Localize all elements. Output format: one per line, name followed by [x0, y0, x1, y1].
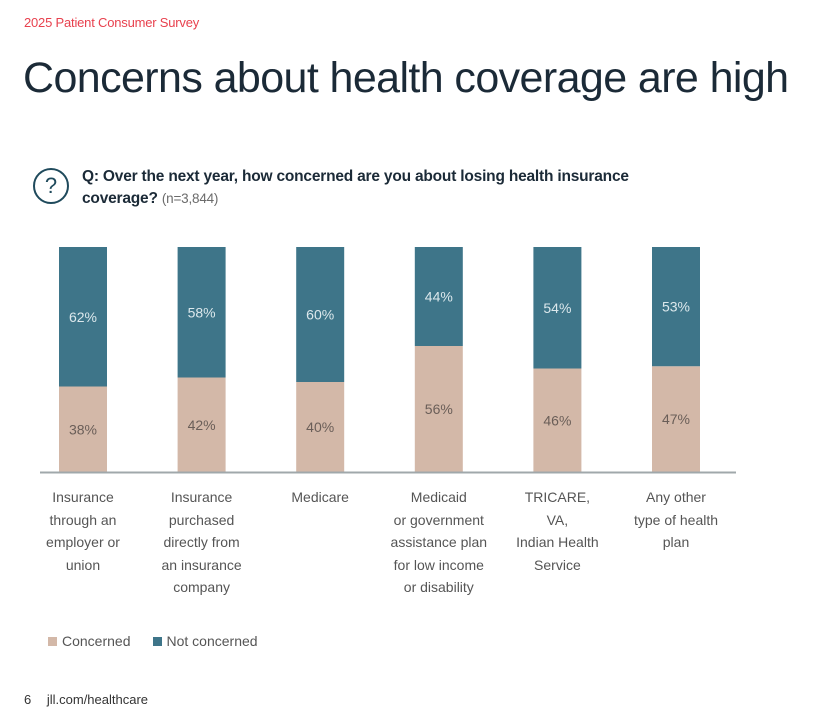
survey-question: Q: Over the next year, how concerned are…	[82, 166, 682, 210]
data-label-not-concerned-1: 58%	[188, 304, 216, 320]
legend-label-concerned: Concerned	[62, 633, 131, 649]
legend-item-not-concerned: Not concerned	[152, 633, 258, 649]
bar-concerned-5	[652, 366, 700, 472]
legend-swatch-not-concerned	[152, 636, 162, 646]
bar-concerned-1	[177, 377, 226, 472]
data-label-concerned-1: 42%	[188, 417, 216, 433]
question-mark-circle-icon: ?	[33, 168, 69, 204]
bar-concerned-2	[296, 382, 345, 472]
footer-url[interactable]: jll.com/healthcare	[46, 692, 149, 707]
bar-not-concerned-4	[533, 247, 582, 369]
page-title: Concerns about health coverage are high	[23, 54, 789, 102]
bar-concerned-3	[414, 346, 463, 472]
bar-not-concerned-0	[59, 247, 107, 387]
category-label-2: Medicare	[291, 489, 349, 505]
page-number: 6	[24, 692, 32, 707]
bar-not-concerned-5	[652, 247, 700, 367]
category-label-0: Insurance through an employer or union	[46, 489, 120, 573]
data-label-not-concerned-0: 62%	[69, 309, 97, 325]
bar-concerned-0	[59, 386, 107, 472]
data-label-concerned-3: 56%	[425, 401, 453, 417]
question-text: Q: Over the next year, how concerned are…	[82, 168, 629, 207]
legend-swatch-concerned	[48, 636, 57, 646]
category-label-4: TRICARE, VA, Indian Health Service	[516, 489, 599, 573]
bar-not-concerned-2	[296, 247, 345, 382]
data-label-concerned-0: 38%	[69, 421, 97, 437]
legend: Concerned Not concerned	[48, 633, 258, 649]
legend-item-concerned: Concerned	[48, 633, 131, 649]
data-label-concerned-2: 40%	[306, 419, 334, 435]
data-label-concerned-4: 46%	[543, 412, 571, 428]
legend-label-not-concerned: Not concerned	[166, 633, 258, 649]
footer: 6 jll.com/healthcare	[24, 692, 148, 707]
bar-concerned-4	[533, 368, 582, 472]
sample-size: (n=3,844)	[161, 191, 219, 206]
bar-not-concerned-3	[414, 247, 463, 346]
data-label-not-concerned-3: 44%	[425, 289, 453, 305]
data-label-not-concerned-5: 53%	[662, 299, 690, 315]
data-label-not-concerned-2: 60%	[306, 307, 334, 323]
data-label-not-concerned-4: 54%	[543, 300, 571, 316]
category-label-3: Medicaid or government assistance plan for …	[390, 489, 488, 595]
data-label-concerned-5: 47%	[662, 411, 690, 427]
bar-not-concerned-1	[177, 247, 226, 378]
survey-kicker: 2025 Patient Consumer Survey	[24, 15, 200, 30]
category-label-5: Any other type of health plan	[633, 489, 719, 550]
category-label-1: Insurance purchased directly from an insura…	[161, 489, 242, 595]
